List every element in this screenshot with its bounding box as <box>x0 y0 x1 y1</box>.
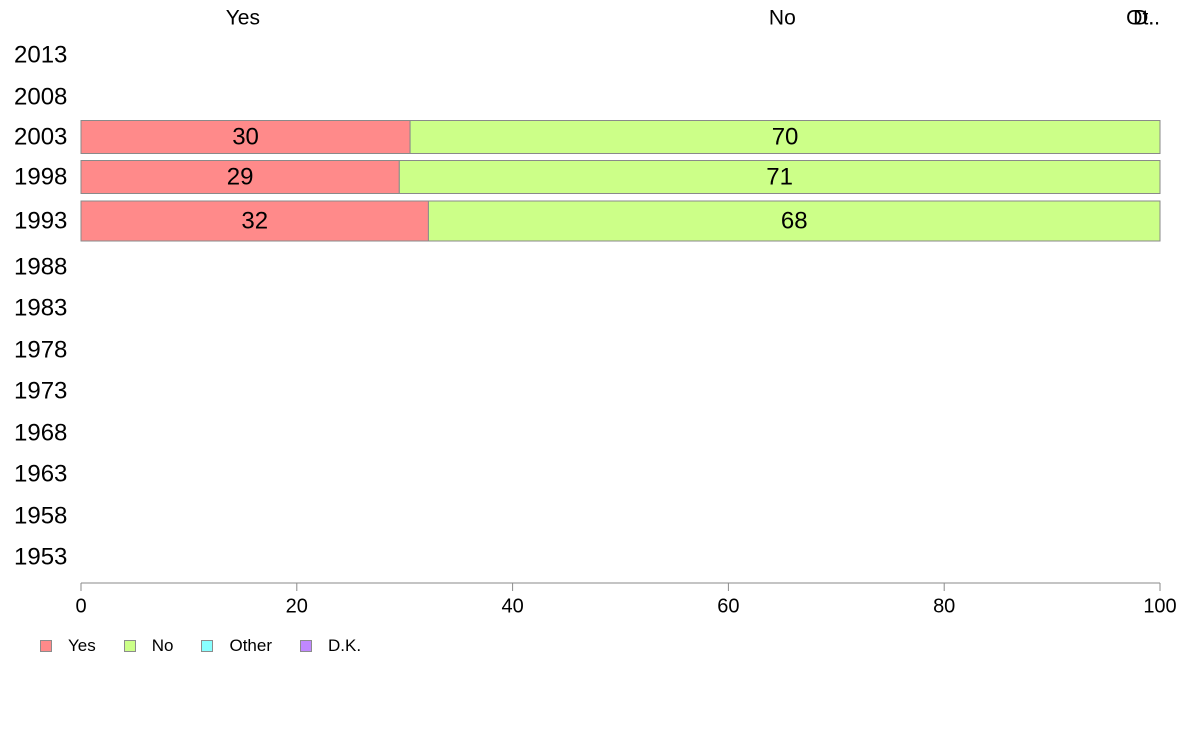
top-label-ot: Ot.. <box>1126 7 1160 30</box>
category-label-1973: 1973 <box>14 377 67 404</box>
legend: Yes No Other D.K. <box>40 636 389 656</box>
legend-swatch-other <box>201 640 214 652</box>
category-label-1998: 1998 <box>14 163 67 190</box>
bar-yes-1993 <box>80 200 429 242</box>
category-label-1983: 1983 <box>14 294 67 321</box>
x-tick-label-20: 20 <box>286 595 308 617</box>
x-tick-label-60: 60 <box>717 595 739 617</box>
legend-swatch-dk <box>300 640 312 652</box>
category-label-1958: 1958 <box>14 502 67 529</box>
x-tick-label-0: 0 <box>75 595 86 617</box>
bar-no-2003 <box>409 120 1161 154</box>
category-label-1968: 1968 <box>14 419 67 446</box>
data-label-yes-1998: 29 <box>227 163 254 190</box>
category-label-1953: 1953 <box>14 543 67 570</box>
top-label-no: No <box>769 7 796 30</box>
legend-item-dk: D.K. <box>300 636 361 656</box>
bar-no-1993 <box>427 200 1161 242</box>
legend-label-no: No <box>151 636 174 655</box>
bar-no-1998 <box>398 160 1161 194</box>
data-label-no-1993: 68 <box>781 207 808 234</box>
legend-item-other: Other <box>201 636 272 656</box>
category-label-1993: 1993 <box>14 207 67 234</box>
data-label-no-1998: 71 <box>766 163 793 190</box>
category-label-2013: 2013 <box>14 41 67 68</box>
legend-item-no: No <box>123 636 174 656</box>
legend-label-yes: Yes <box>68 636 96 655</box>
x-tick-label-100: 100 <box>1143 595 1176 617</box>
category-label-2003: 2003 <box>14 123 67 150</box>
data-label-no-2003: 70 <box>772 123 799 150</box>
category-label-1963: 1963 <box>14 460 67 487</box>
x-tick-label-40: 40 <box>501 595 523 617</box>
legend-item-yes: Yes <box>40 636 96 656</box>
category-label-1988: 1988 <box>14 253 67 280</box>
data-label-yes-2003: 30 <box>232 123 259 150</box>
legend-label-dk: D.K. <box>328 636 362 655</box>
x-tick-label-80: 80 <box>933 595 955 617</box>
legend-label-other: Other <box>229 636 272 655</box>
category-label-2008: 2008 <box>14 83 67 110</box>
top-label-d: D.. <box>1133 7 1160 30</box>
top-label-yes: Yes <box>226 7 260 30</box>
legend-swatch-yes <box>40 640 52 652</box>
legend-swatch-no <box>123 640 136 652</box>
category-label-1978: 1978 <box>14 336 67 363</box>
data-label-yes-1993: 32 <box>241 207 268 234</box>
